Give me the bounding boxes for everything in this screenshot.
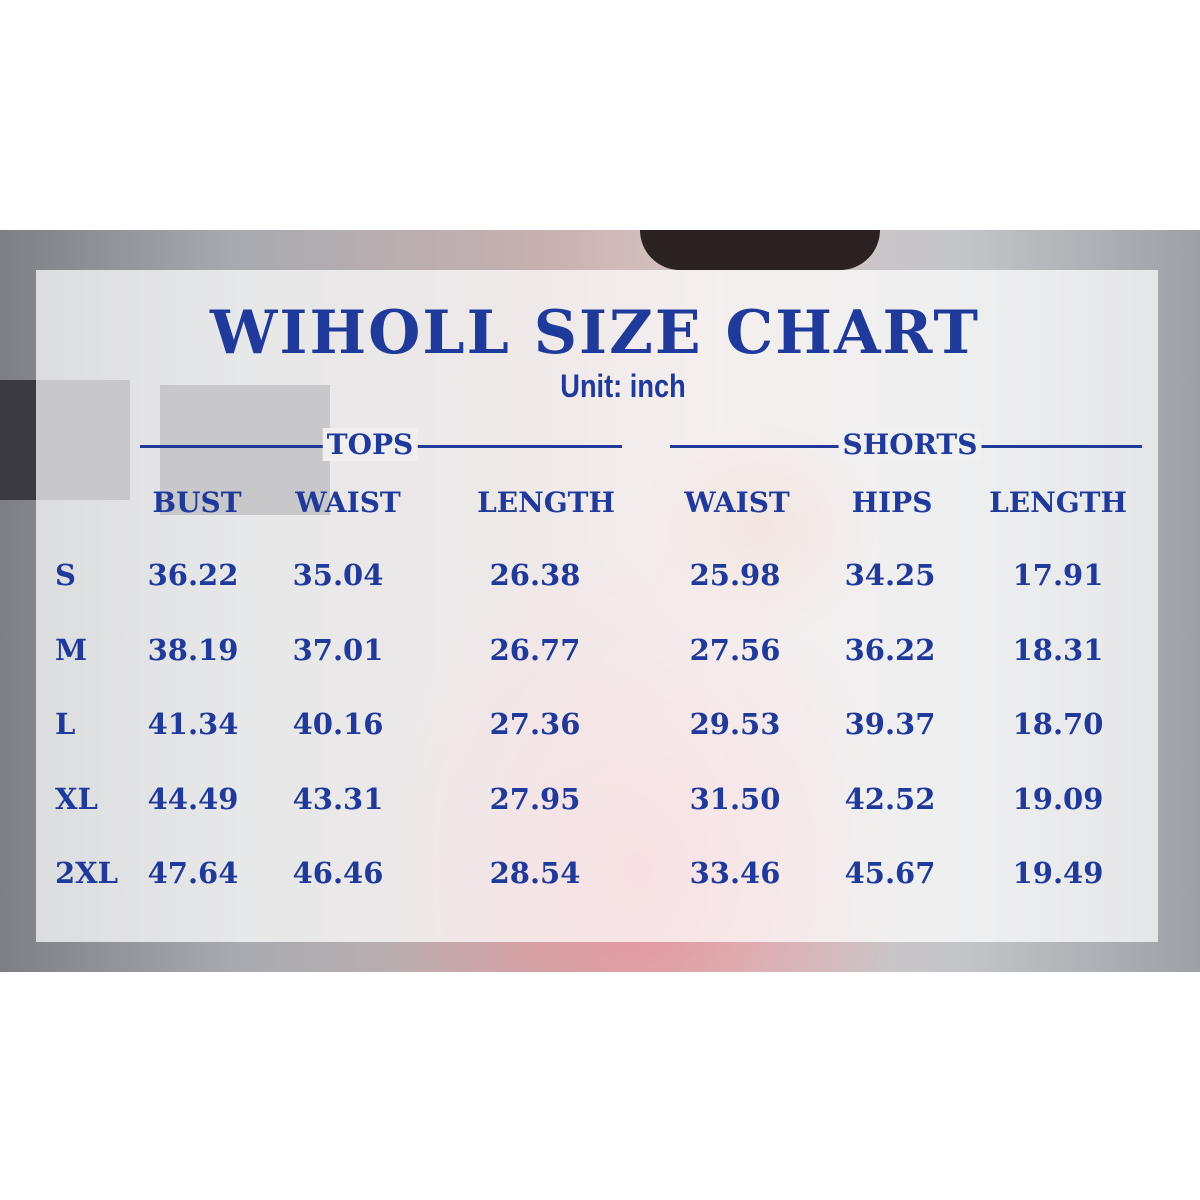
measurement-cell: 18.70 (1012, 707, 1104, 741)
column-header: LENGTH (989, 486, 1127, 519)
size-label: L (55, 707, 76, 741)
section-tops: TOPS (322, 428, 418, 461)
measurement-cell: 41.34 (147, 707, 239, 741)
column-header: LENGTH (477, 486, 615, 519)
measurement-cell: 25.98 (689, 558, 781, 592)
measurement-cell: 45.67 (844, 856, 936, 890)
measurement-cell: 27.56 (689, 632, 781, 667)
measurement-cell: 37.01 (292, 632, 384, 667)
size-label: S (55, 558, 76, 592)
column-header: BUST (152, 486, 242, 519)
measurement-cell: 26.38 (489, 558, 581, 592)
section-tops-label: TOPS (322, 428, 418, 461)
column-header: HIPS (851, 486, 933, 519)
column-header: WAIST (295, 486, 401, 519)
measurement-cell: 27.95 (489, 781, 581, 816)
chart-title: WIHOLL SIZE CHART (210, 298, 980, 368)
measurement-cell: 36.22 (147, 558, 239, 592)
size-chart-panel (36, 270, 1158, 942)
measurement-cell: 19.09 (1012, 781, 1104, 816)
measurement-cell: 42.52 (844, 781, 936, 816)
measurement-cell: 19.49 (1012, 856, 1104, 890)
size-label: 2XL (55, 856, 119, 890)
measurement-cell: 27.36 (489, 707, 581, 741)
measurement-cell: 18.31 (1012, 632, 1104, 667)
measurement-cell: 34.25 (844, 558, 936, 592)
measurement-cell: 38.19 (147, 632, 239, 667)
measurement-cell: 46.46 (292, 856, 384, 890)
measurement-cell: 28.54 (489, 856, 581, 890)
measurement-cell: 29.53 (689, 707, 781, 741)
measurement-cell: 39.37 (844, 707, 936, 741)
size-label: M (55, 632, 88, 667)
measurement-cell: 40.16 (292, 707, 384, 741)
measurement-cell: 35.04 (292, 558, 384, 592)
unit-label: Unit: inch (560, 368, 686, 404)
measurement-cell: 33.46 (689, 856, 781, 890)
measurement-cell: 36.22 (844, 632, 936, 667)
sunglasses (640, 230, 880, 270)
measurement-cell: 44.49 (147, 781, 239, 816)
measurement-cell: 43.31 (292, 781, 384, 816)
measurement-cell: 17.91 (1012, 558, 1104, 592)
size-label: XL (55, 781, 98, 816)
measurement-cell: 47.64 (147, 856, 239, 890)
section-shorts-label: SHORTS (838, 428, 982, 461)
measurement-cell: 31.50 (689, 781, 781, 816)
column-header: WAIST (684, 486, 790, 519)
measurement-cell: 26.77 (489, 632, 581, 667)
section-shorts: SHORTS (838, 428, 982, 461)
